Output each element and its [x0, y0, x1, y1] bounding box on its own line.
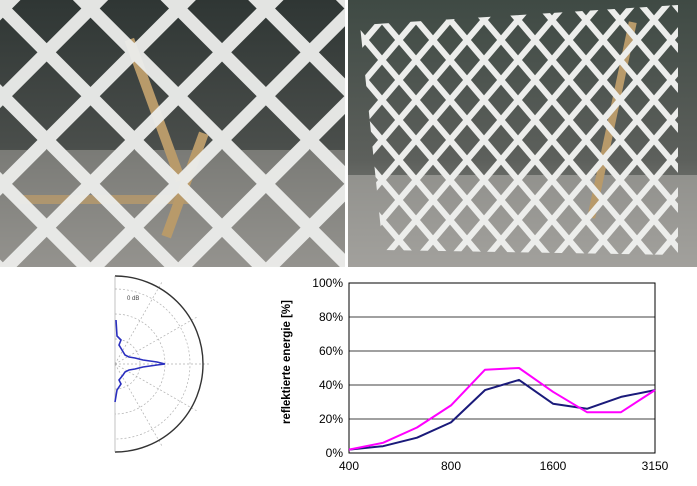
x-tick-label: 400	[339, 459, 359, 473]
y-tick-label: 0%	[326, 446, 344, 460]
x-tick-label: 1600	[540, 459, 567, 473]
polar-response-line	[114, 319, 166, 403]
x-tick-label: 3150	[642, 459, 669, 473]
reflected-energy-chart-svg: reflektierte energie [%] 0% 20% 40% 60% 80% 1…	[281, 276, 669, 473]
y-tick-label: 40%	[319, 378, 343, 392]
series-line-2	[348, 367, 656, 451]
series-line-1	[348, 378, 656, 451]
x-tick-label: 800	[441, 459, 461, 473]
polar-spoke-60	[114, 281, 163, 365]
y-tick-label: 100%	[312, 276, 343, 290]
plot-area-frame	[348, 282, 656, 454]
polar-ring-label: 0 dB	[127, 296, 139, 302]
lattice-photo-right-image	[348, 0, 697, 267]
y-tick-label: 80%	[319, 310, 343, 324]
polar-ring-outer-dashed	[114, 288, 191, 440]
lattice-photo-right	[348, 0, 697, 267]
y-tick-label: 20%	[319, 412, 343, 426]
chart-y-axis-label: reflektierte energie [%]	[281, 300, 293, 424]
polar-diagram-svg: 0 dB	[114, 275, 210, 453]
polar-ring-outer	[114, 275, 204, 453]
reflected-energy-chart: reflektierte energie [%] 0% 20% 40% 60% 80% 1…	[270, 272, 697, 481]
lattice-photo-left	[0, 0, 345, 267]
lattice-photo-left-image	[0, 0, 345, 267]
y-tick-label: 60%	[319, 344, 343, 358]
polar-diagram: 0 dB	[95, 272, 220, 462]
